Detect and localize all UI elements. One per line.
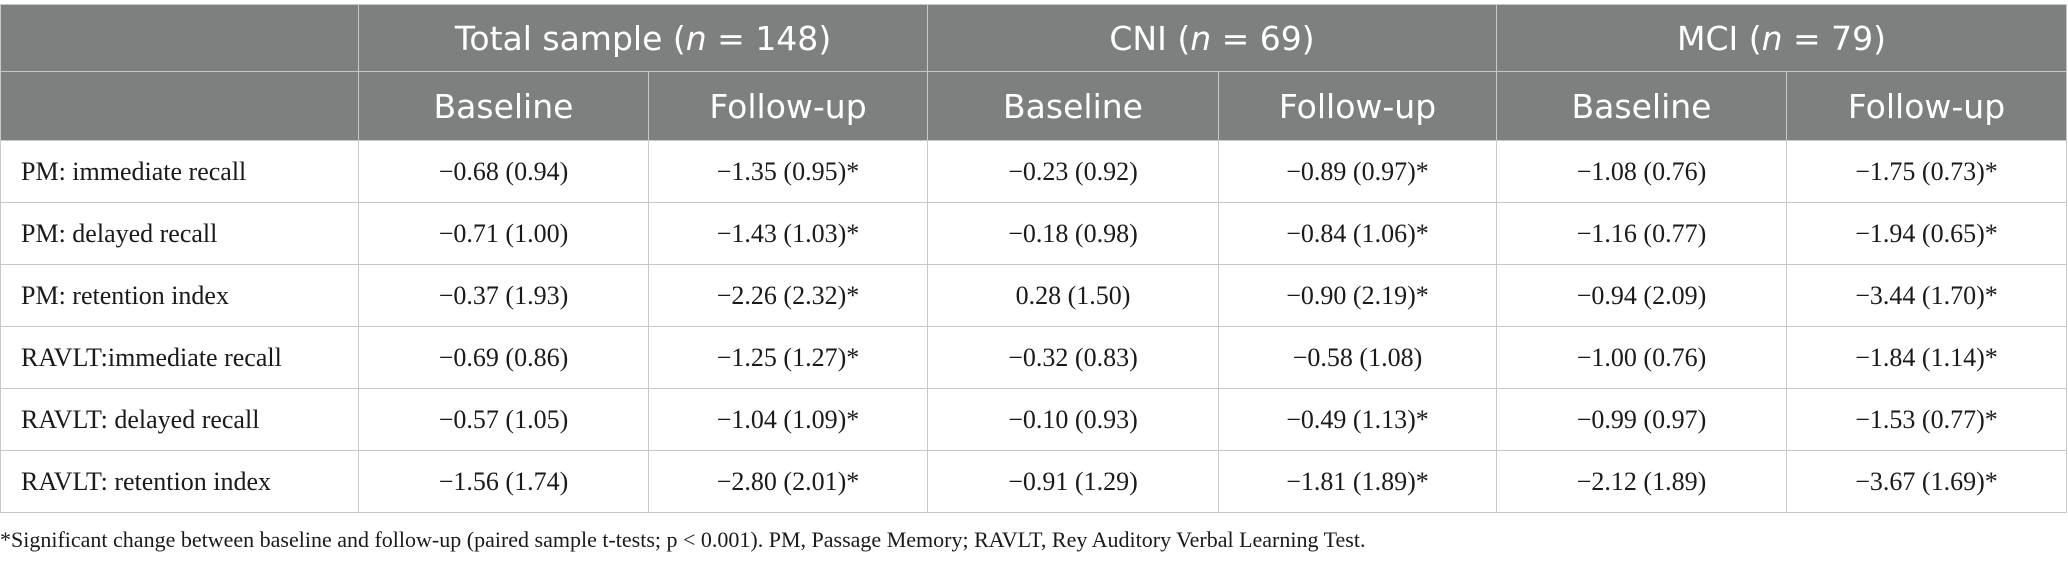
table-row: RAVLT:immediate recall −0.69 (0.86) −1.2…	[0, 326, 2068, 389]
corner-header	[0, 4, 359, 72]
results-table: Total sample (n = 148) CNI (n = 69) MCI …	[0, 4, 2068, 513]
table-cell: −0.32 (0.83)	[927, 326, 1220, 389]
table-cell: −0.58 (1.08)	[1218, 326, 1498, 389]
table-row: RAVLT: retention index −1.56 (1.74) −2.8…	[0, 450, 2068, 513]
table-cell: −1.75 (0.73)*	[1786, 140, 2068, 203]
table-cell: −1.35 (0.95)*	[647, 140, 929, 203]
table-cell: −1.08 (0.76)	[1496, 140, 1788, 203]
table-row: PM: retention index −0.37 (1.93) −2.26 (…	[0, 264, 2068, 327]
table-cell: −0.91 (1.29)	[927, 450, 1220, 513]
table-cell: −3.67 (1.69)*	[1786, 450, 2068, 513]
table-cell: −1.53 (0.77)*	[1786, 388, 2068, 451]
table-cell: 0.28 (1.50)	[927, 264, 1220, 327]
table-cell: −1.94 (0.65)*	[1786, 202, 2068, 265]
table-cell: −0.57 (1.05)	[358, 388, 649, 451]
subheader-cell: Baseline	[927, 71, 1220, 141]
table-cell: −1.00 (0.76)	[1496, 326, 1788, 389]
subheader-cell: Follow-up	[1218, 71, 1498, 141]
table-cell: −0.10 (0.93)	[927, 388, 1220, 451]
table-cell: −0.94 (2.09)	[1496, 264, 1788, 327]
table-cell: −1.04 (1.09)*	[647, 388, 929, 451]
group-header-mci: MCI (n = 79)	[1496, 4, 2068, 72]
table-cell: −2.26 (2.32)*	[647, 264, 929, 327]
table-cell: −1.81 (1.89)*	[1218, 450, 1498, 513]
group-header-total: Total sample (n = 148)	[357, 4, 929, 72]
table-cell: −2.12 (1.89)	[1496, 450, 1788, 513]
row-label: RAVLT: retention index	[0, 450, 359, 513]
subheader-cell: Baseline	[358, 71, 649, 141]
row-label: PM: immediate recall	[0, 140, 359, 203]
subheader-row: Baseline Follow-up Baseline Follow-up Ba…	[0, 71, 2068, 141]
table-cell: −0.23 (0.92)	[927, 140, 1220, 203]
table-cell: −0.69 (0.86)	[358, 326, 649, 389]
table-footnote: *Significant change between baseline and…	[0, 527, 1366, 552]
row-label: RAVLT: delayed recall	[0, 388, 359, 451]
table-cell: −0.89 (0.97)*	[1218, 140, 1498, 203]
corner-subheader	[0, 71, 359, 141]
table-cell: −0.49 (1.13)*	[1218, 388, 1498, 451]
subheader-cell: Follow-up	[1786, 71, 2068, 141]
subheader-cell: Follow-up	[647, 71, 929, 141]
table-cell: −2.80 (2.01)*	[647, 450, 929, 513]
table-cell: −0.90 (2.19)*	[1218, 264, 1498, 327]
row-label: PM: delayed recall	[0, 202, 359, 265]
table-cell: −0.99 (0.97)	[1496, 388, 1788, 451]
table-cell: −1.84 (1.14)*	[1786, 326, 2068, 389]
table-cell: −1.25 (1.27)*	[647, 326, 929, 389]
row-label: RAVLT:immediate recall	[0, 326, 359, 389]
row-label: PM: retention index	[0, 264, 359, 327]
table-row: RAVLT: delayed recall −0.57 (1.05) −1.04…	[0, 388, 2068, 451]
table-cell: −3.44 (1.70)*	[1786, 264, 2068, 327]
group-header-cni: CNI (n = 69)	[927, 4, 1498, 72]
table-cell: −1.43 (1.03)*	[647, 202, 929, 265]
table-cell: −0.37 (1.93)	[358, 264, 649, 327]
table-cell: −1.56 (1.74)	[358, 450, 649, 513]
table-cell: −1.16 (0.77)	[1496, 202, 1788, 265]
table-row: PM: delayed recall −0.71 (1.00) −1.43 (1…	[0, 202, 2068, 265]
subheader-cell: Baseline	[1496, 71, 1788, 141]
table-cell: −0.84 (1.06)*	[1218, 202, 1498, 265]
group-header-row: Total sample (n = 148) CNI (n = 69) MCI …	[0, 4, 2068, 72]
table-cell: −0.18 (0.98)	[927, 202, 1220, 265]
table-row: PM: immediate recall −0.68 (0.94) −1.35 …	[0, 140, 2068, 203]
table-cell: −0.68 (0.94)	[358, 140, 649, 203]
table-cell: −0.71 (1.00)	[358, 202, 649, 265]
